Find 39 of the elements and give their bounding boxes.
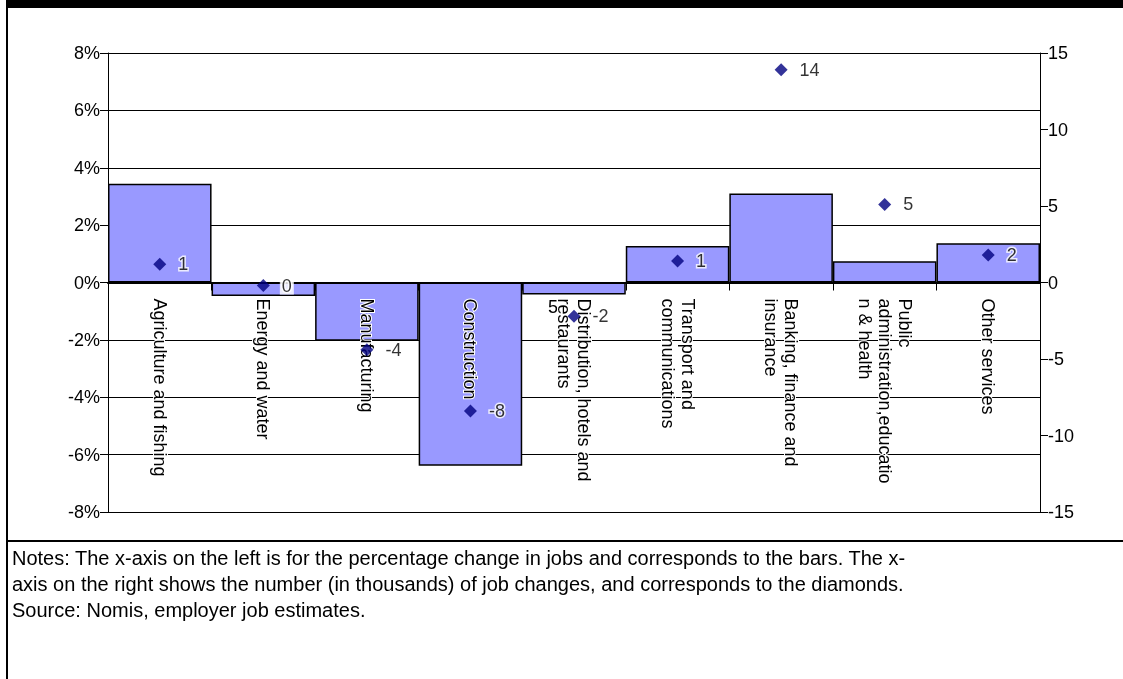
y2-tick-label: 15 xyxy=(1048,43,1069,63)
data-label: -4 xyxy=(385,339,402,360)
y-tick-label: 2% xyxy=(73,215,100,236)
y2-tick-label: 0 xyxy=(1048,272,1059,293)
y-tick-label: 6% xyxy=(73,100,100,121)
point xyxy=(671,254,685,268)
source-note: Source: Nomis, employer job estimates. xyxy=(12,598,367,623)
data-label: 14 xyxy=(799,59,820,80)
data-label: -2 xyxy=(592,306,609,327)
y-tick-label: 8% xyxy=(73,43,100,63)
data-label: 1 xyxy=(696,251,707,272)
x-tick-label: Construction xyxy=(460,298,481,400)
y2-tick-label: 5 xyxy=(1048,196,1059,216)
point xyxy=(878,197,892,211)
data-label: 2 xyxy=(1006,244,1017,265)
point xyxy=(463,404,477,418)
x-tick-label: Other services xyxy=(978,298,999,415)
y2-tick-label: 10 xyxy=(1048,119,1069,140)
data-label: -8 xyxy=(488,401,505,422)
point xyxy=(774,63,788,77)
point xyxy=(981,248,995,262)
y2-tick-label: -5 xyxy=(1048,349,1065,369)
y-tick-label: -8% xyxy=(67,502,100,522)
data-label: 1 xyxy=(178,254,189,275)
text: Notes: The x-axis on the left is for the percentage change in jobs and corresponds to the bars. The x-axis on the right shows the number (in thousands) of job changes, and corresponds to the diamonds. xyxy=(12,546,907,597)
y-tick-label: -2% xyxy=(67,329,100,350)
y-tick-label: -4% xyxy=(67,387,100,408)
point xyxy=(256,279,270,293)
y2-tick-label: -10 xyxy=(1048,425,1075,446)
y-tick-label: 4% xyxy=(73,157,100,178)
data-label: 0 xyxy=(281,275,292,296)
y-tick-label: 0% xyxy=(73,272,100,293)
data-label: 5 xyxy=(903,194,914,215)
x-tick-label: Manufacturing xyxy=(356,298,377,413)
y-tick-label: -6% xyxy=(67,444,100,465)
x-tick-label: Public administration,educatio n & health xyxy=(854,298,915,484)
point xyxy=(153,257,167,271)
x-tick-label: Energy and water xyxy=(253,298,274,440)
y2-tick-label: -15 xyxy=(1048,502,1075,522)
